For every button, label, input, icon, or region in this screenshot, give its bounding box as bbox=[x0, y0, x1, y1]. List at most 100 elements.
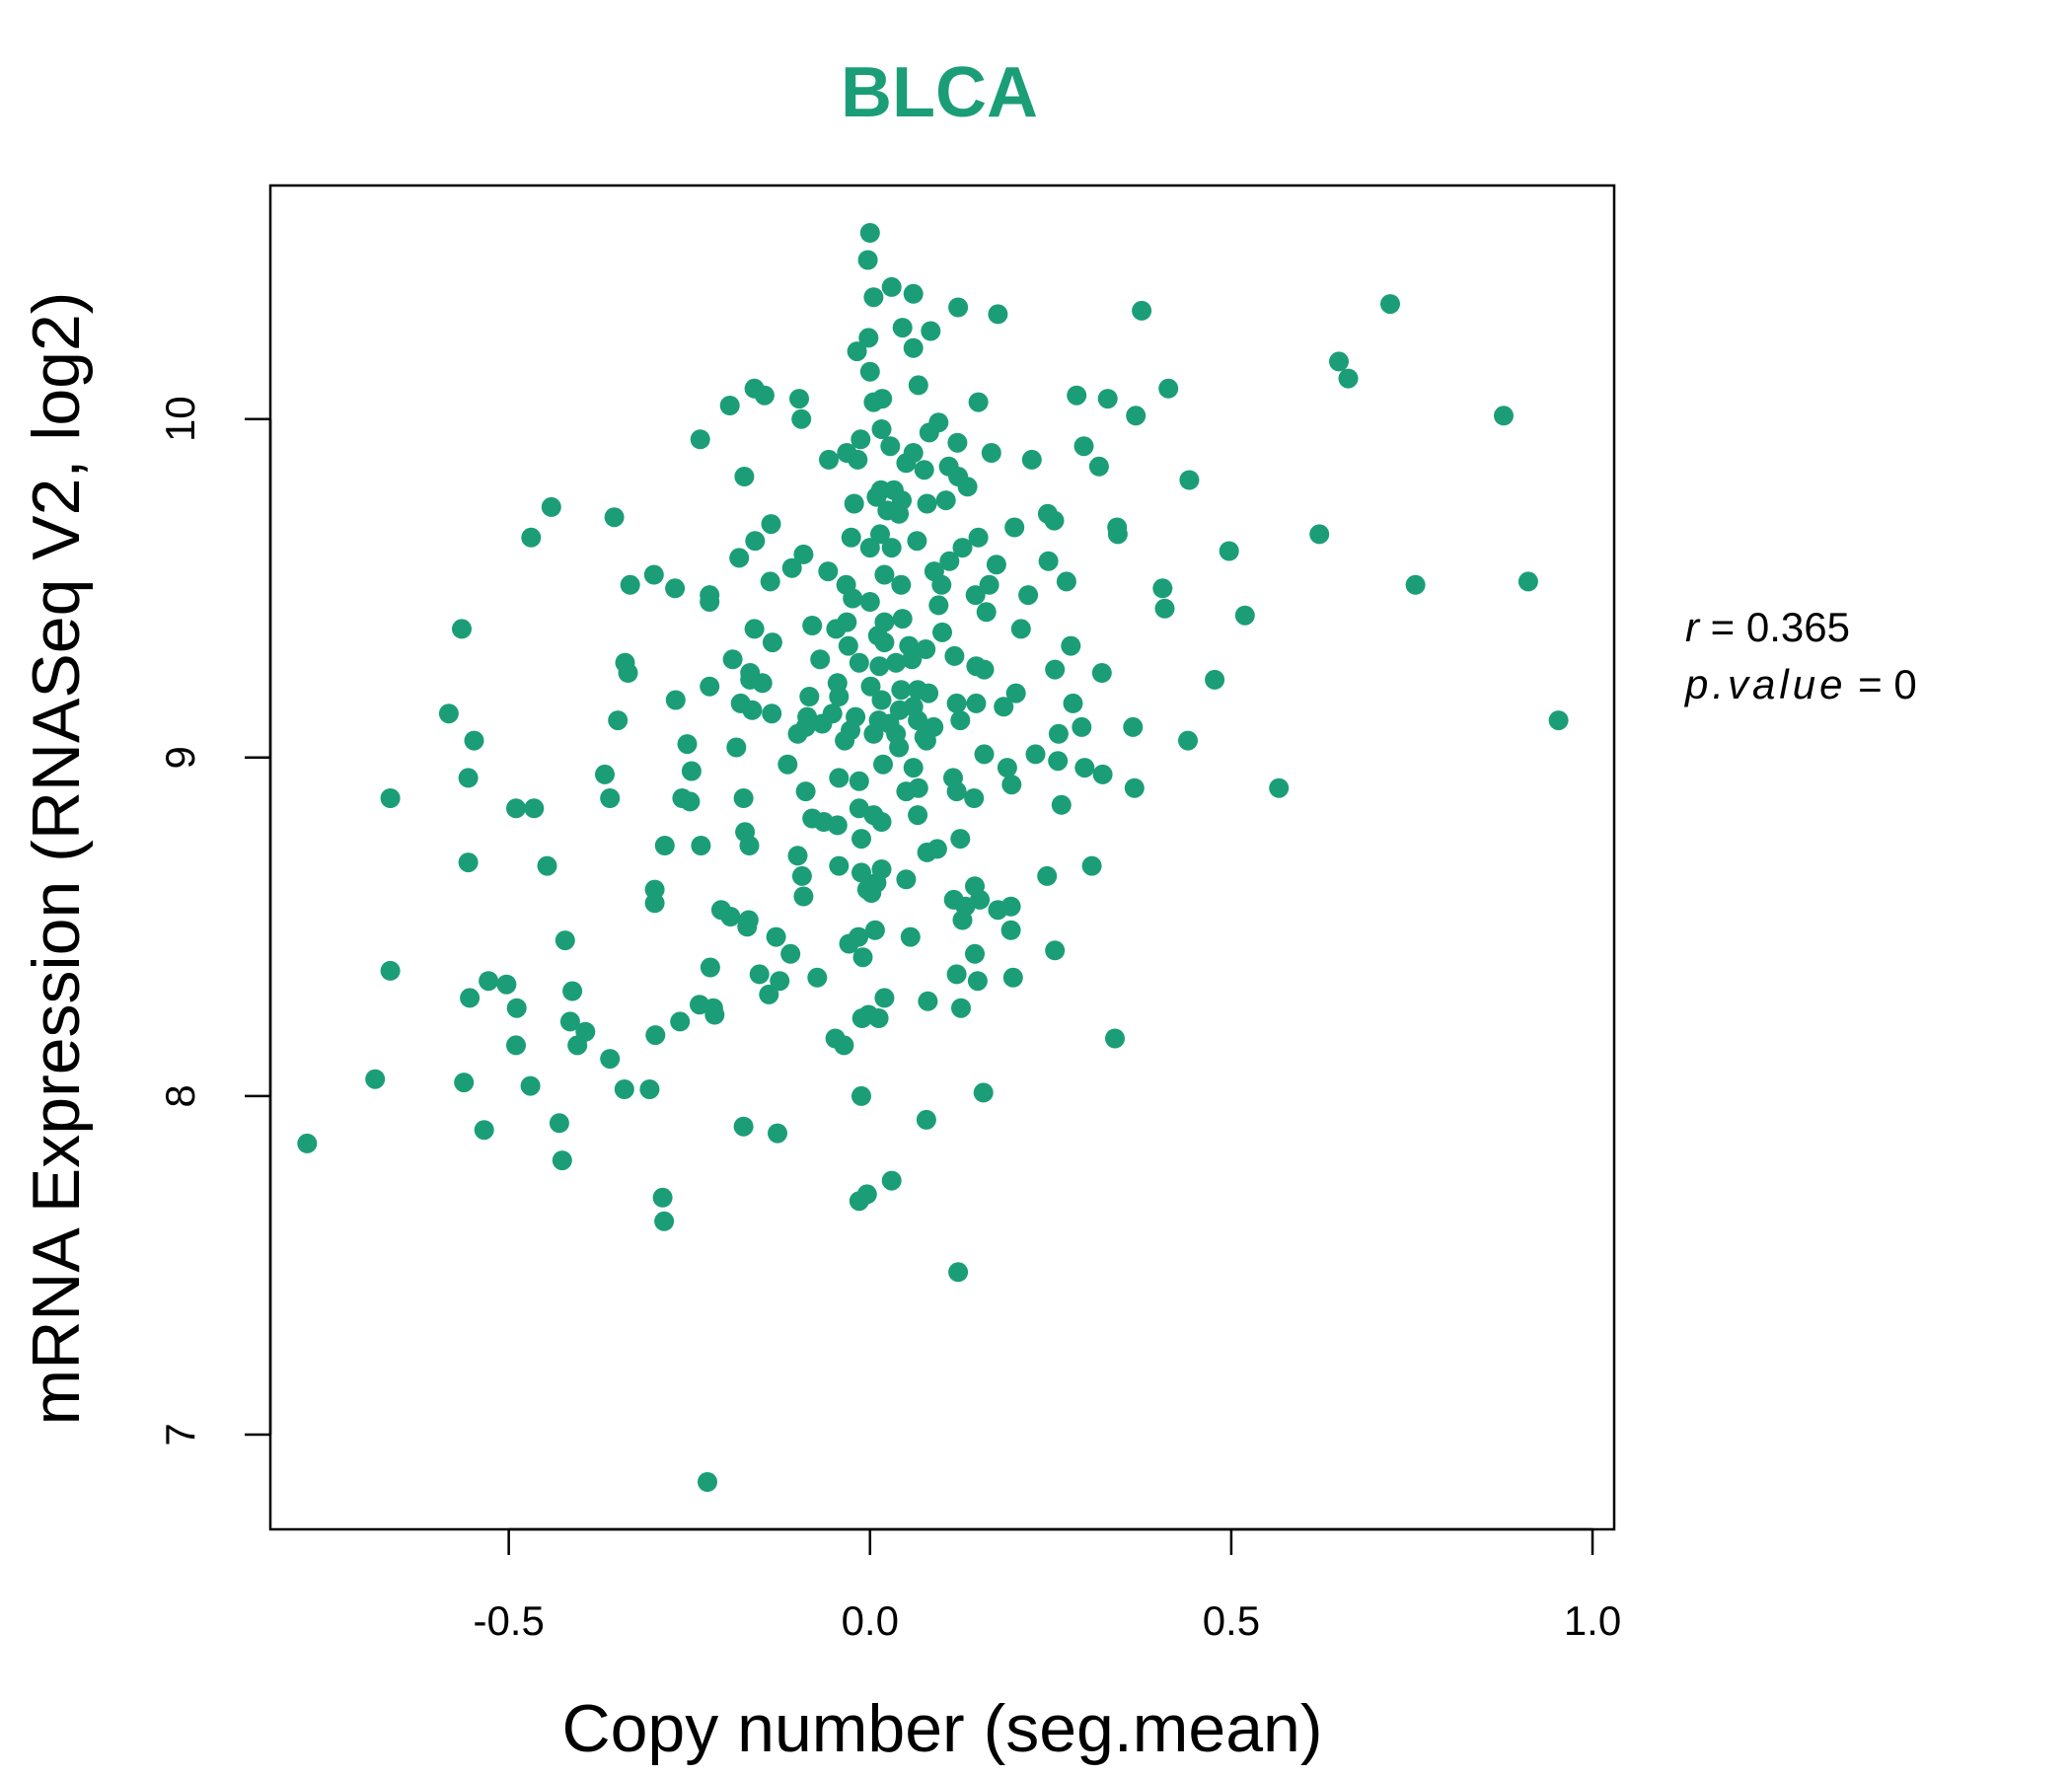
data-point bbox=[916, 730, 936, 751]
p-stat: p.value = 0 bbox=[1683, 661, 1917, 707]
data-point bbox=[1152, 578, 1173, 599]
data-point bbox=[947, 432, 968, 453]
data-point bbox=[1097, 389, 1118, 409]
data-point bbox=[1158, 378, 1179, 399]
data-point bbox=[849, 771, 869, 791]
data-point bbox=[700, 957, 720, 978]
data-point bbox=[1309, 524, 1330, 545]
data-point bbox=[981, 443, 1001, 463]
data-point bbox=[1051, 794, 1072, 815]
data-point bbox=[1000, 920, 1021, 940]
data-point bbox=[722, 649, 743, 670]
data-point bbox=[762, 703, 782, 724]
data-point bbox=[1269, 777, 1290, 798]
data-point bbox=[872, 389, 893, 409]
data-point bbox=[891, 574, 912, 595]
data-point bbox=[691, 836, 711, 855]
data-point bbox=[670, 1011, 691, 1032]
points-layer bbox=[297, 223, 1569, 1492]
data-point bbox=[939, 551, 960, 571]
data-point bbox=[654, 1211, 675, 1231]
r-stat: r = 0.365 bbox=[1685, 604, 1850, 650]
data-point bbox=[1092, 764, 1113, 784]
data-point bbox=[860, 676, 881, 697]
data-point bbox=[851, 862, 871, 883]
data-point bbox=[700, 676, 720, 697]
data-point bbox=[1025, 744, 1046, 765]
data-point bbox=[1205, 669, 1225, 690]
data-point bbox=[869, 656, 890, 677]
data-point bbox=[864, 920, 885, 940]
data-point bbox=[1081, 855, 1102, 876]
data-point bbox=[1000, 896, 1021, 917]
data-point bbox=[968, 527, 989, 548]
data-point bbox=[1048, 723, 1069, 744]
data-point bbox=[1219, 541, 1239, 561]
data-point bbox=[965, 585, 986, 606]
data-point bbox=[918, 991, 938, 1011]
data-point bbox=[810, 649, 831, 670]
data-point bbox=[380, 960, 401, 981]
data-point bbox=[907, 531, 927, 552]
data-point bbox=[994, 697, 1014, 717]
data-point bbox=[863, 287, 884, 308]
data-point bbox=[759, 984, 779, 1004]
data-point bbox=[1001, 775, 1022, 795]
data-point bbox=[921, 321, 941, 341]
data-point bbox=[903, 758, 924, 778]
data-point bbox=[908, 710, 928, 731]
x-tick-label: 0.0 bbox=[842, 1597, 899, 1644]
data-point bbox=[1061, 635, 1081, 656]
data-point bbox=[946, 693, 967, 713]
data-point bbox=[698, 1472, 717, 1492]
data-point bbox=[770, 971, 790, 992]
stats-annotation: r = 0.365 p.value = 0 bbox=[1683, 604, 1917, 707]
data-point bbox=[964, 788, 985, 808]
data-point bbox=[595, 764, 615, 784]
data-point bbox=[1105, 1028, 1125, 1049]
data-point bbox=[799, 687, 820, 706]
data-point bbox=[1338, 368, 1359, 389]
data-point bbox=[1067, 385, 1087, 406]
data-point bbox=[654, 836, 675, 855]
data-point bbox=[734, 467, 755, 486]
data-point bbox=[608, 710, 629, 731]
data-point bbox=[892, 318, 913, 338]
data-point bbox=[1037, 865, 1058, 886]
data-point bbox=[787, 846, 808, 866]
data-point bbox=[946, 781, 967, 802]
data-point bbox=[951, 998, 971, 1018]
x-tick-label: 0.5 bbox=[1203, 1597, 1260, 1644]
data-point bbox=[496, 974, 517, 995]
data-point bbox=[552, 1150, 572, 1171]
data-point bbox=[928, 595, 949, 616]
x-tick-label: 1.0 bbox=[1564, 1597, 1621, 1644]
data-point bbox=[932, 622, 952, 642]
data-point bbox=[1126, 406, 1147, 426]
data-point bbox=[868, 1008, 889, 1028]
data-point bbox=[834, 1035, 854, 1056]
data-point bbox=[1073, 436, 1094, 457]
data-point bbox=[643, 564, 664, 585]
p-equals: = bbox=[1846, 661, 1893, 707]
data-point bbox=[917, 493, 937, 514]
data-point bbox=[935, 490, 956, 511]
data-point bbox=[639, 1079, 660, 1099]
data-point bbox=[818, 561, 839, 582]
data-point bbox=[874, 632, 895, 653]
data-point bbox=[614, 1079, 634, 1099]
data-point bbox=[506, 1035, 526, 1056]
data-point bbox=[870, 524, 890, 545]
data-point bbox=[1021, 449, 1042, 470]
data-point bbox=[297, 1133, 318, 1153]
data-point bbox=[974, 744, 995, 765]
data-point bbox=[681, 761, 702, 781]
data-point bbox=[479, 971, 499, 992]
data-point bbox=[1124, 777, 1145, 798]
data-point bbox=[1178, 730, 1198, 751]
data-point bbox=[464, 730, 484, 751]
data-point bbox=[874, 988, 895, 1008]
data-point bbox=[789, 389, 809, 409]
data-point bbox=[506, 798, 526, 819]
data-point bbox=[871, 690, 892, 710]
